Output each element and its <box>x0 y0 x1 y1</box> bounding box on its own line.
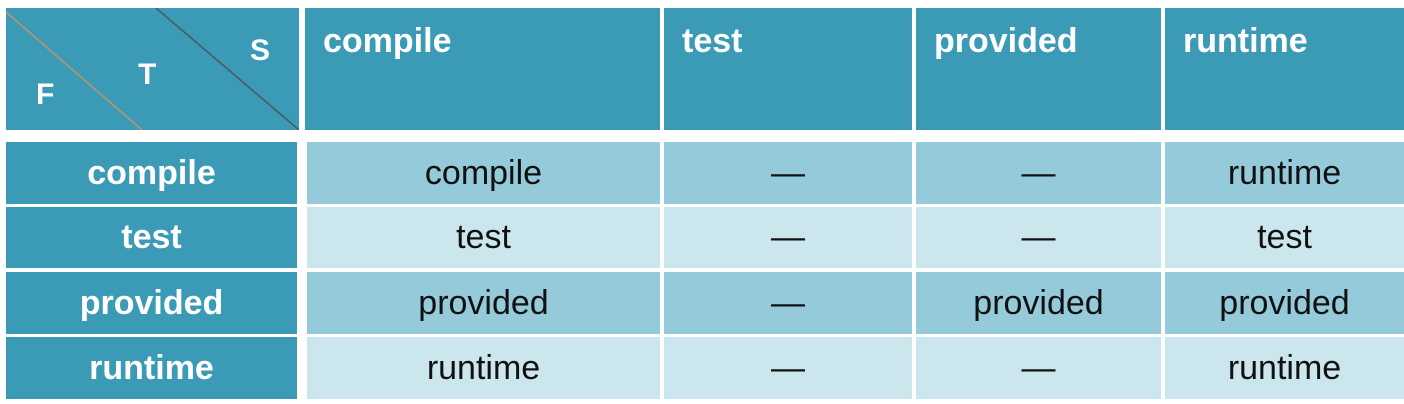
column-header-provided: provided <box>916 8 1161 130</box>
table-cell: runtime <box>1165 337 1404 399</box>
table-cell: — <box>664 207 912 268</box>
table-cell: provided <box>1165 272 1404 334</box>
corner-header-cell: S T F <box>6 8 299 130</box>
table-cell: provided <box>307 272 660 334</box>
row-header-provided: provided <box>6 272 297 334</box>
table-cell: runtime <box>307 337 660 399</box>
column-header-test: test <box>664 8 912 130</box>
corner-label-s: S <box>250 34 271 67</box>
column-header-runtime: runtime <box>1165 8 1404 130</box>
table-cell: — <box>916 207 1161 268</box>
table-cell: — <box>664 272 912 334</box>
row-header-runtime: runtime <box>6 337 297 399</box>
row-header-test: test <box>6 207 297 268</box>
corner-label-f: F <box>36 78 55 111</box>
table-cell: — <box>664 142 912 204</box>
table-cell: — <box>916 337 1161 399</box>
table-cell: compile <box>307 142 660 204</box>
column-header-compile: compile <box>305 8 660 130</box>
table-cell: test <box>307 207 660 268</box>
table-cell: — <box>664 337 912 399</box>
table-cell: runtime <box>1165 142 1404 204</box>
diagonal-split-lines <box>6 8 299 130</box>
row-header-compile: compile <box>6 142 297 204</box>
corner-label-t: T <box>138 58 157 91</box>
scope-matrix-table: S T F compile test provided runtime comp… <box>6 8 1404 400</box>
table-cell: provided <box>916 272 1161 334</box>
table-cell: test <box>1165 207 1404 268</box>
table-cell: — <box>916 142 1161 204</box>
